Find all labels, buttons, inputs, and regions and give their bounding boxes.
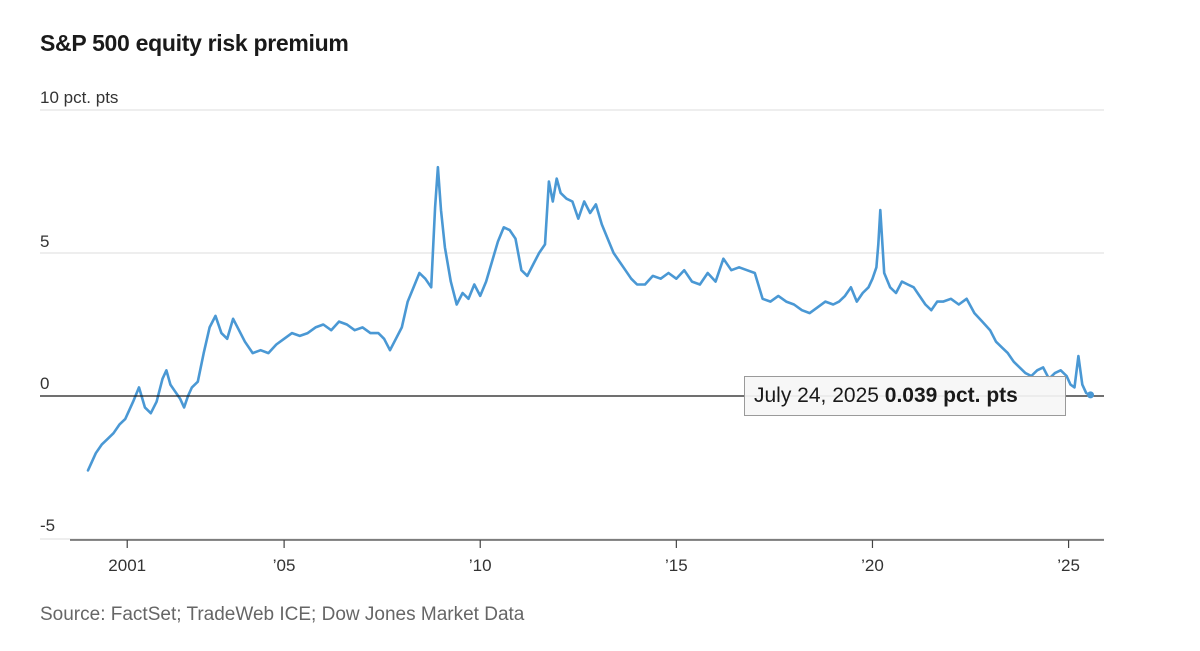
x-tick-label-2025: ’25 bbox=[1057, 556, 1080, 575]
x-tick-label-2015: ’15 bbox=[665, 556, 688, 575]
chart-title: S&P 500 equity risk premium bbox=[40, 30, 349, 56]
callout-point bbox=[1087, 391, 1095, 399]
callout-value: 0.039 pct. pts bbox=[884, 384, 1018, 407]
value-callout: July 24, 2025 0.039 pct. pts bbox=[744, 376, 1066, 416]
x-tick-label-2020: ’20 bbox=[861, 556, 884, 575]
y-tick-label-5: 5 bbox=[40, 232, 50, 251]
y-tick-label-0: 0 bbox=[40, 374, 50, 393]
source-note: Source: FactSet; TradeWeb ICE; Dow Jones… bbox=[40, 604, 525, 625]
x-tick-label-2001: 2001 bbox=[108, 556, 146, 575]
series-line bbox=[86, 165, 1092, 472]
x-tick-label-2005: ’05 bbox=[273, 556, 296, 575]
callout-date: July 24, 2025 bbox=[754, 384, 879, 407]
x-tick-label-2010: ’10 bbox=[469, 556, 492, 575]
y-tick-label-neg5: -5 bbox=[40, 516, 56, 535]
y-unit-label: 10 pct. pts bbox=[40, 88, 119, 107]
